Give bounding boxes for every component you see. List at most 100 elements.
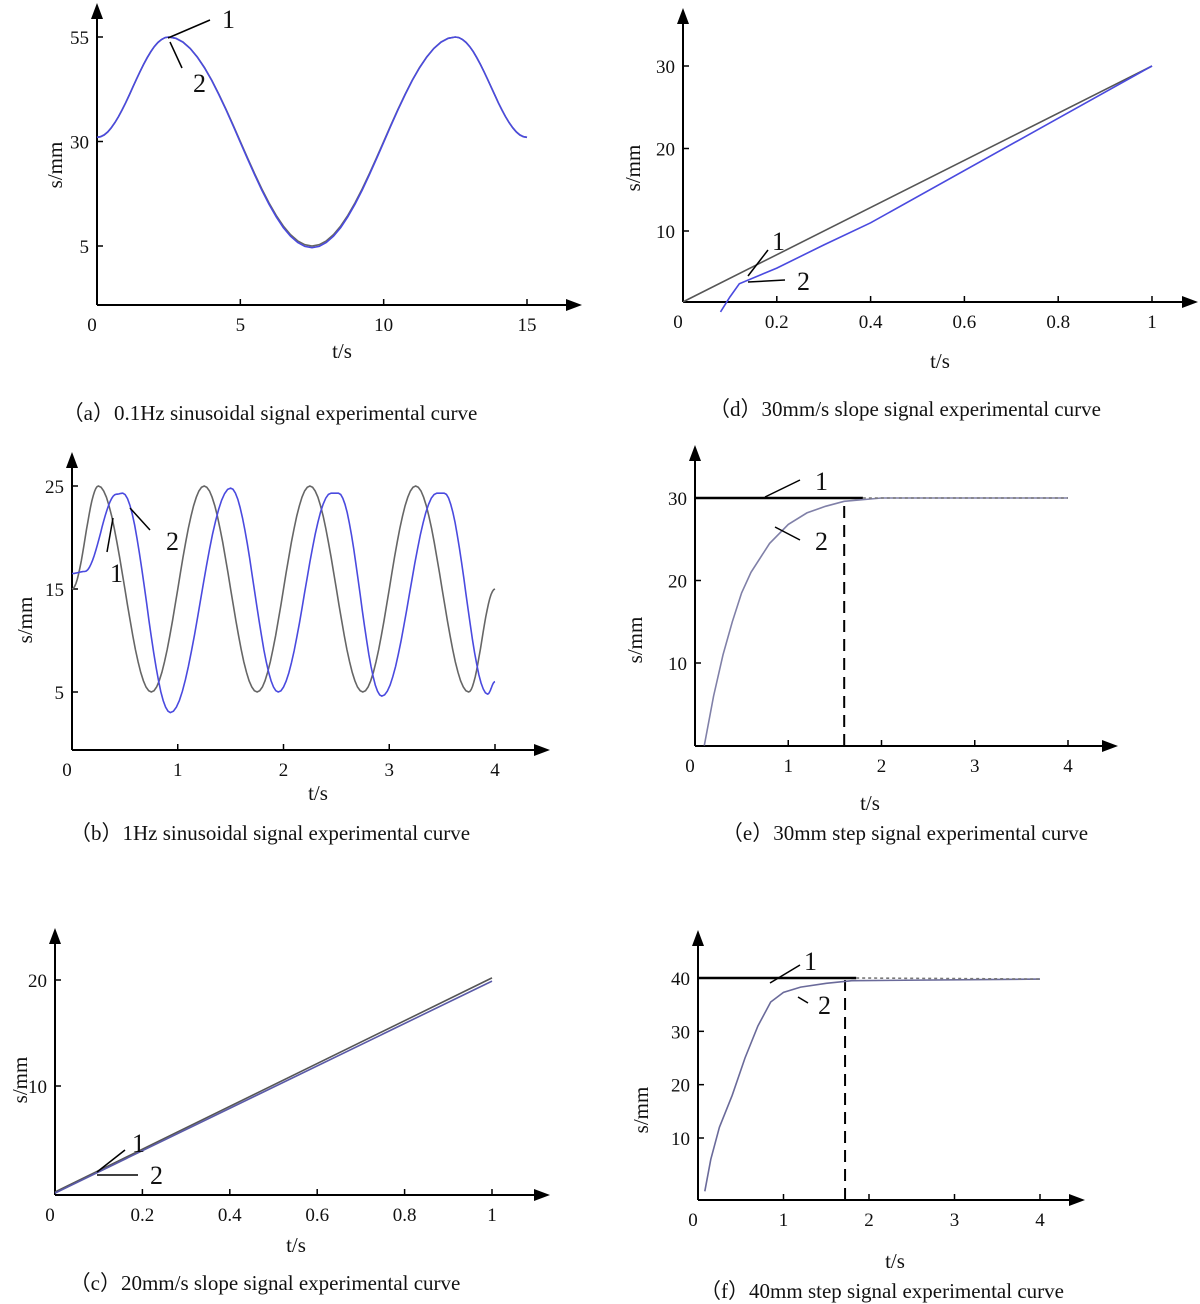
x-axis-arrow-icon	[534, 744, 550, 756]
panel-caption: （e）30mm step signal experimental curve	[722, 821, 1088, 845]
y-axis-label: s/mm	[629, 1087, 653, 1134]
annotation-label-2: 2	[166, 527, 179, 556]
y-tick-label: 20	[668, 572, 687, 593]
series-line-2	[704, 978, 1041, 1192]
annotation-leader-2	[129, 507, 151, 531]
y-axis-label: s/mm	[13, 597, 37, 644]
x-tick-label: 1	[487, 1205, 497, 1226]
panel-caption: （f）40mm step signal experimental curve	[700, 1279, 1064, 1303]
annotation-label-2: 2	[815, 527, 828, 556]
x-tick-label: 4	[1035, 1210, 1045, 1231]
x-tick-label: 0	[673, 312, 683, 333]
annotation-label-1: 1	[222, 5, 235, 34]
x-tick-label: 2	[877, 756, 887, 777]
panel-a: 0 5 10 15 5 30 55 t/s s/mm 1 2 （a）0.1Hz sinusoidal …	[43, 3, 582, 425]
x-axis-label: t/s	[286, 1233, 306, 1257]
y-tick-label: 30	[671, 1022, 690, 1043]
annotation-label-1: 1	[804, 947, 817, 976]
y-tick-label: 20	[671, 1076, 690, 1097]
x-tick-label: 0.4	[218, 1205, 242, 1226]
y-tick-label: 15	[45, 580, 64, 601]
x-axis-label: t/s	[930, 349, 950, 373]
panel-caption: （b）1Hz sinusoidal signal experimental cu…	[70, 821, 470, 845]
series-line-2	[54, 980, 493, 1194]
x-tick-label: 2	[864, 1210, 874, 1231]
series-1-continuation	[856, 977, 1041, 980]
y-axis-label: s/mm	[43, 142, 67, 189]
x-tick-label: 3	[950, 1210, 960, 1231]
y-axis-label: s/mm	[623, 617, 647, 664]
annotation-leader-1	[96, 1149, 126, 1173]
y-tick-label: 5	[80, 237, 90, 258]
x-tick-label: 0.6	[305, 1205, 329, 1226]
y-tick-label: 30	[656, 57, 675, 78]
y-axis-label: s/mm	[621, 145, 645, 192]
annotation-leader-2	[169, 41, 183, 69]
panel-caption: （c）20mm/s slope signal experimental curv…	[70, 1271, 461, 1295]
annotation-leader-1	[764, 479, 801, 498]
x-tick-label: 4	[490, 760, 500, 781]
y-tick-label: 20	[656, 140, 675, 161]
series-line-1	[96, 36, 528, 247]
x-axis-label: t/s	[332, 339, 352, 363]
x-tick-label: 2	[279, 760, 289, 781]
x-tick-label: 1	[1147, 312, 1157, 333]
series-line-1	[54, 977, 493, 1193]
y-axis-arrow-icon	[66, 452, 78, 468]
x-tick-label: 1	[784, 756, 794, 777]
annotation-label-2: 2	[193, 69, 206, 98]
annotation-label-2: 2	[150, 1161, 163, 1190]
y-axis-arrow-icon	[677, 8, 689, 24]
x-axis-label: t/s	[308, 781, 328, 805]
panel-caption: （a）0.1Hz sinusoidal signal experimental …	[63, 401, 478, 425]
series-line-2	[703, 497, 1068, 746]
x-tick-label: 0.6	[953, 312, 977, 333]
x-axis-arrow-icon	[1069, 1194, 1085, 1206]
x-tick-label: 1	[779, 1210, 789, 1231]
x-axis-label: t/s	[860, 791, 880, 815]
y-tick-label: 25	[45, 477, 64, 498]
x-axis-arrow-icon	[1182, 296, 1198, 308]
y-tick-label: 55	[70, 28, 89, 49]
y-tick-label: 10	[28, 1077, 47, 1098]
series-line-1	[682, 65, 1153, 303]
x-axis-arrow-icon	[534, 1189, 550, 1201]
y-tick-label: 40	[671, 969, 690, 990]
x-tick-label: 4	[1063, 756, 1073, 777]
x-tick-label: 3	[970, 756, 980, 777]
series-line-1	[71, 485, 496, 693]
annotation-label-2: 2	[818, 991, 831, 1020]
panel-b: 0 1 2 3 4 5 15 25 t/s s/mm 1 2 （b）1Hz sinusoidal sig…	[13, 452, 550, 845]
y-tick-label: 5	[55, 683, 65, 704]
x-tick-label: 0	[62, 760, 72, 781]
y-axis-label: s/mm	[8, 1057, 32, 1104]
annotation-leader-1	[167, 19, 211, 39]
x-tick-label: 10	[374, 315, 393, 336]
y-axis-arrow-icon	[49, 928, 61, 944]
y-axis-arrow-icon	[689, 445, 701, 461]
x-tick-label: 0	[45, 1205, 55, 1226]
annotation-leader-2	[774, 526, 801, 541]
y-tick-label: 30	[668, 489, 687, 510]
annotation-leader-1	[106, 517, 114, 553]
y-tick-label: 10	[671, 1129, 690, 1150]
y-tick-label: 20	[28, 971, 47, 992]
series-line-2	[96, 36, 528, 249]
panel-caption: （d）30mm/s slope signal experimental curv…	[709, 397, 1101, 421]
x-axis-arrow-icon	[1102, 740, 1118, 752]
x-tick-label: 0	[688, 1210, 698, 1231]
annotation-label-1: 1	[772, 227, 785, 256]
x-tick-label: 0	[685, 756, 695, 777]
x-tick-label: 3	[385, 760, 395, 781]
annotation-label-2: 2	[797, 267, 810, 296]
x-tick-label: 0.2	[131, 1205, 155, 1226]
x-tick-label: 0.2	[765, 312, 789, 333]
y-tick-label: 30	[70, 133, 89, 154]
annotation-leader-2	[747, 279, 786, 283]
x-tick-label: 5	[236, 315, 246, 336]
y-axis-arrow-icon	[692, 930, 704, 946]
